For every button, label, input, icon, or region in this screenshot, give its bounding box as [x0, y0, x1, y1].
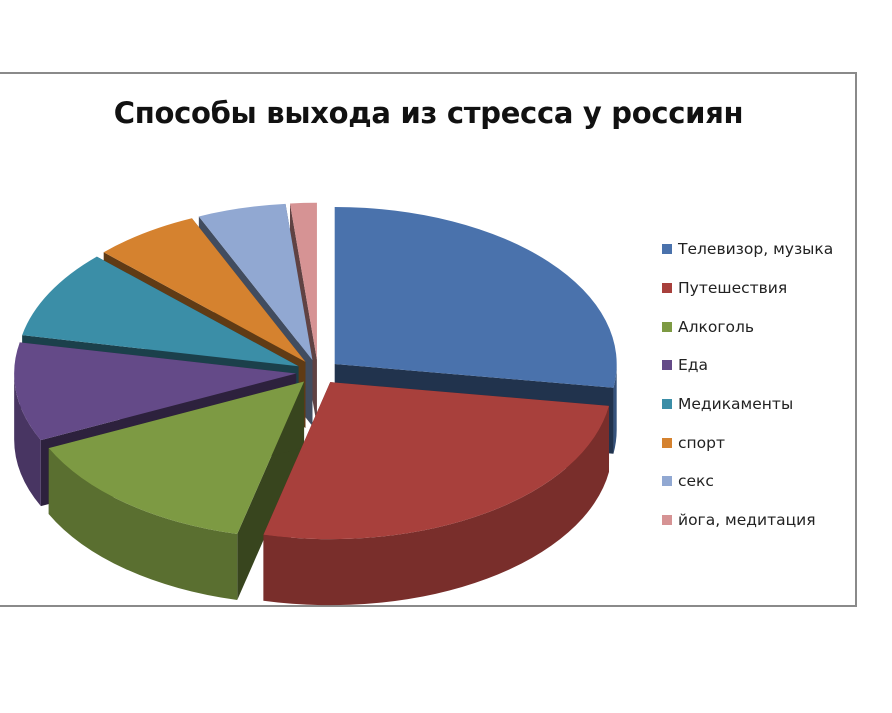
legend-label: йога, медитация [678, 511, 816, 530]
legend: Телевизор, музыка Путешествия Алкоголь Еда М… [662, 230, 833, 540]
pie-slice-путешествия [263, 382, 610, 606]
chart-frame: Способы выхода из стресса у россиян Теле… [0, 72, 857, 607]
legend-label: Еда [678, 356, 709, 375]
legend-swatch [662, 244, 672, 255]
legend-item: Еда [662, 346, 833, 385]
pie-slice-rim [48, 448, 238, 601]
legend-swatch [662, 321, 672, 332]
legend-label: спорт [678, 433, 726, 452]
pie-slice-top [14, 342, 297, 441]
legend-swatch [662, 360, 672, 371]
legend-swatch [662, 476, 672, 487]
pie-chart [14, 202, 617, 606]
legend-swatch [662, 283, 672, 294]
legend-label: Алкоголь [678, 317, 755, 336]
pie-slice-top [198, 203, 313, 361]
legend-swatch [662, 399, 672, 410]
legend-item: Медикаменты [662, 385, 833, 424]
pie-slice-rim [14, 373, 41, 507]
chart-title: Способы выхода из стресса у россиян [113, 96, 744, 130]
pie-slice-top [48, 381, 305, 535]
legend-item: спорт [662, 423, 833, 462]
pie-slice-top [103, 218, 306, 362]
legend-item: йога, медитация [662, 501, 833, 540]
pie-slice-top [290, 202, 317, 360]
legend-label: Телевизор, музыка [678, 240, 834, 259]
pie-slice-top [263, 382, 610, 540]
legend-swatch [662, 515, 672, 526]
pie-slice-top [334, 207, 617, 388]
pie-slice-top [22, 256, 299, 367]
legend-item: Алкоголь [662, 307, 833, 346]
pie-slice-rim [263, 405, 610, 606]
pie-slice-алкоголь [48, 381, 305, 601]
legend-item: секс [662, 462, 833, 501]
pie-slice-rim [613, 364, 617, 454]
legend-label: секс [678, 472, 714, 491]
legend-label: Медикаменты [678, 395, 794, 414]
legend-swatch [662, 437, 672, 448]
legend-label: Путешествия [678, 279, 788, 298]
legend-item: Путешествия [662, 269, 833, 308]
legend-item: Телевизор, музыка [662, 230, 833, 269]
